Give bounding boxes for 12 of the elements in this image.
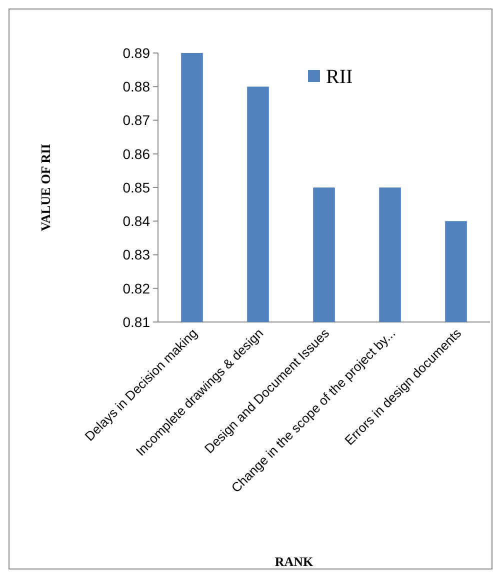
y-tick-label: 0.85 [122,179,150,196]
x-axis-title: RANK [274,554,314,569]
y-tick-label: 0.89 [122,44,150,61]
y-tick-label: 0.83 [122,246,150,263]
legend-label: RII [326,66,353,88]
y-tick-label: 0.87 [122,112,150,128]
y-tick-label: 0.82 [122,280,150,296]
y-tick-label: 0.84 [122,213,150,230]
y-axis-title: VALUE OF RII [38,144,53,232]
y-tick-label: 0.81 [122,314,150,330]
y-tick-label: 0.88 [122,78,150,95]
y-tick-label: 0.86 [122,146,150,162]
